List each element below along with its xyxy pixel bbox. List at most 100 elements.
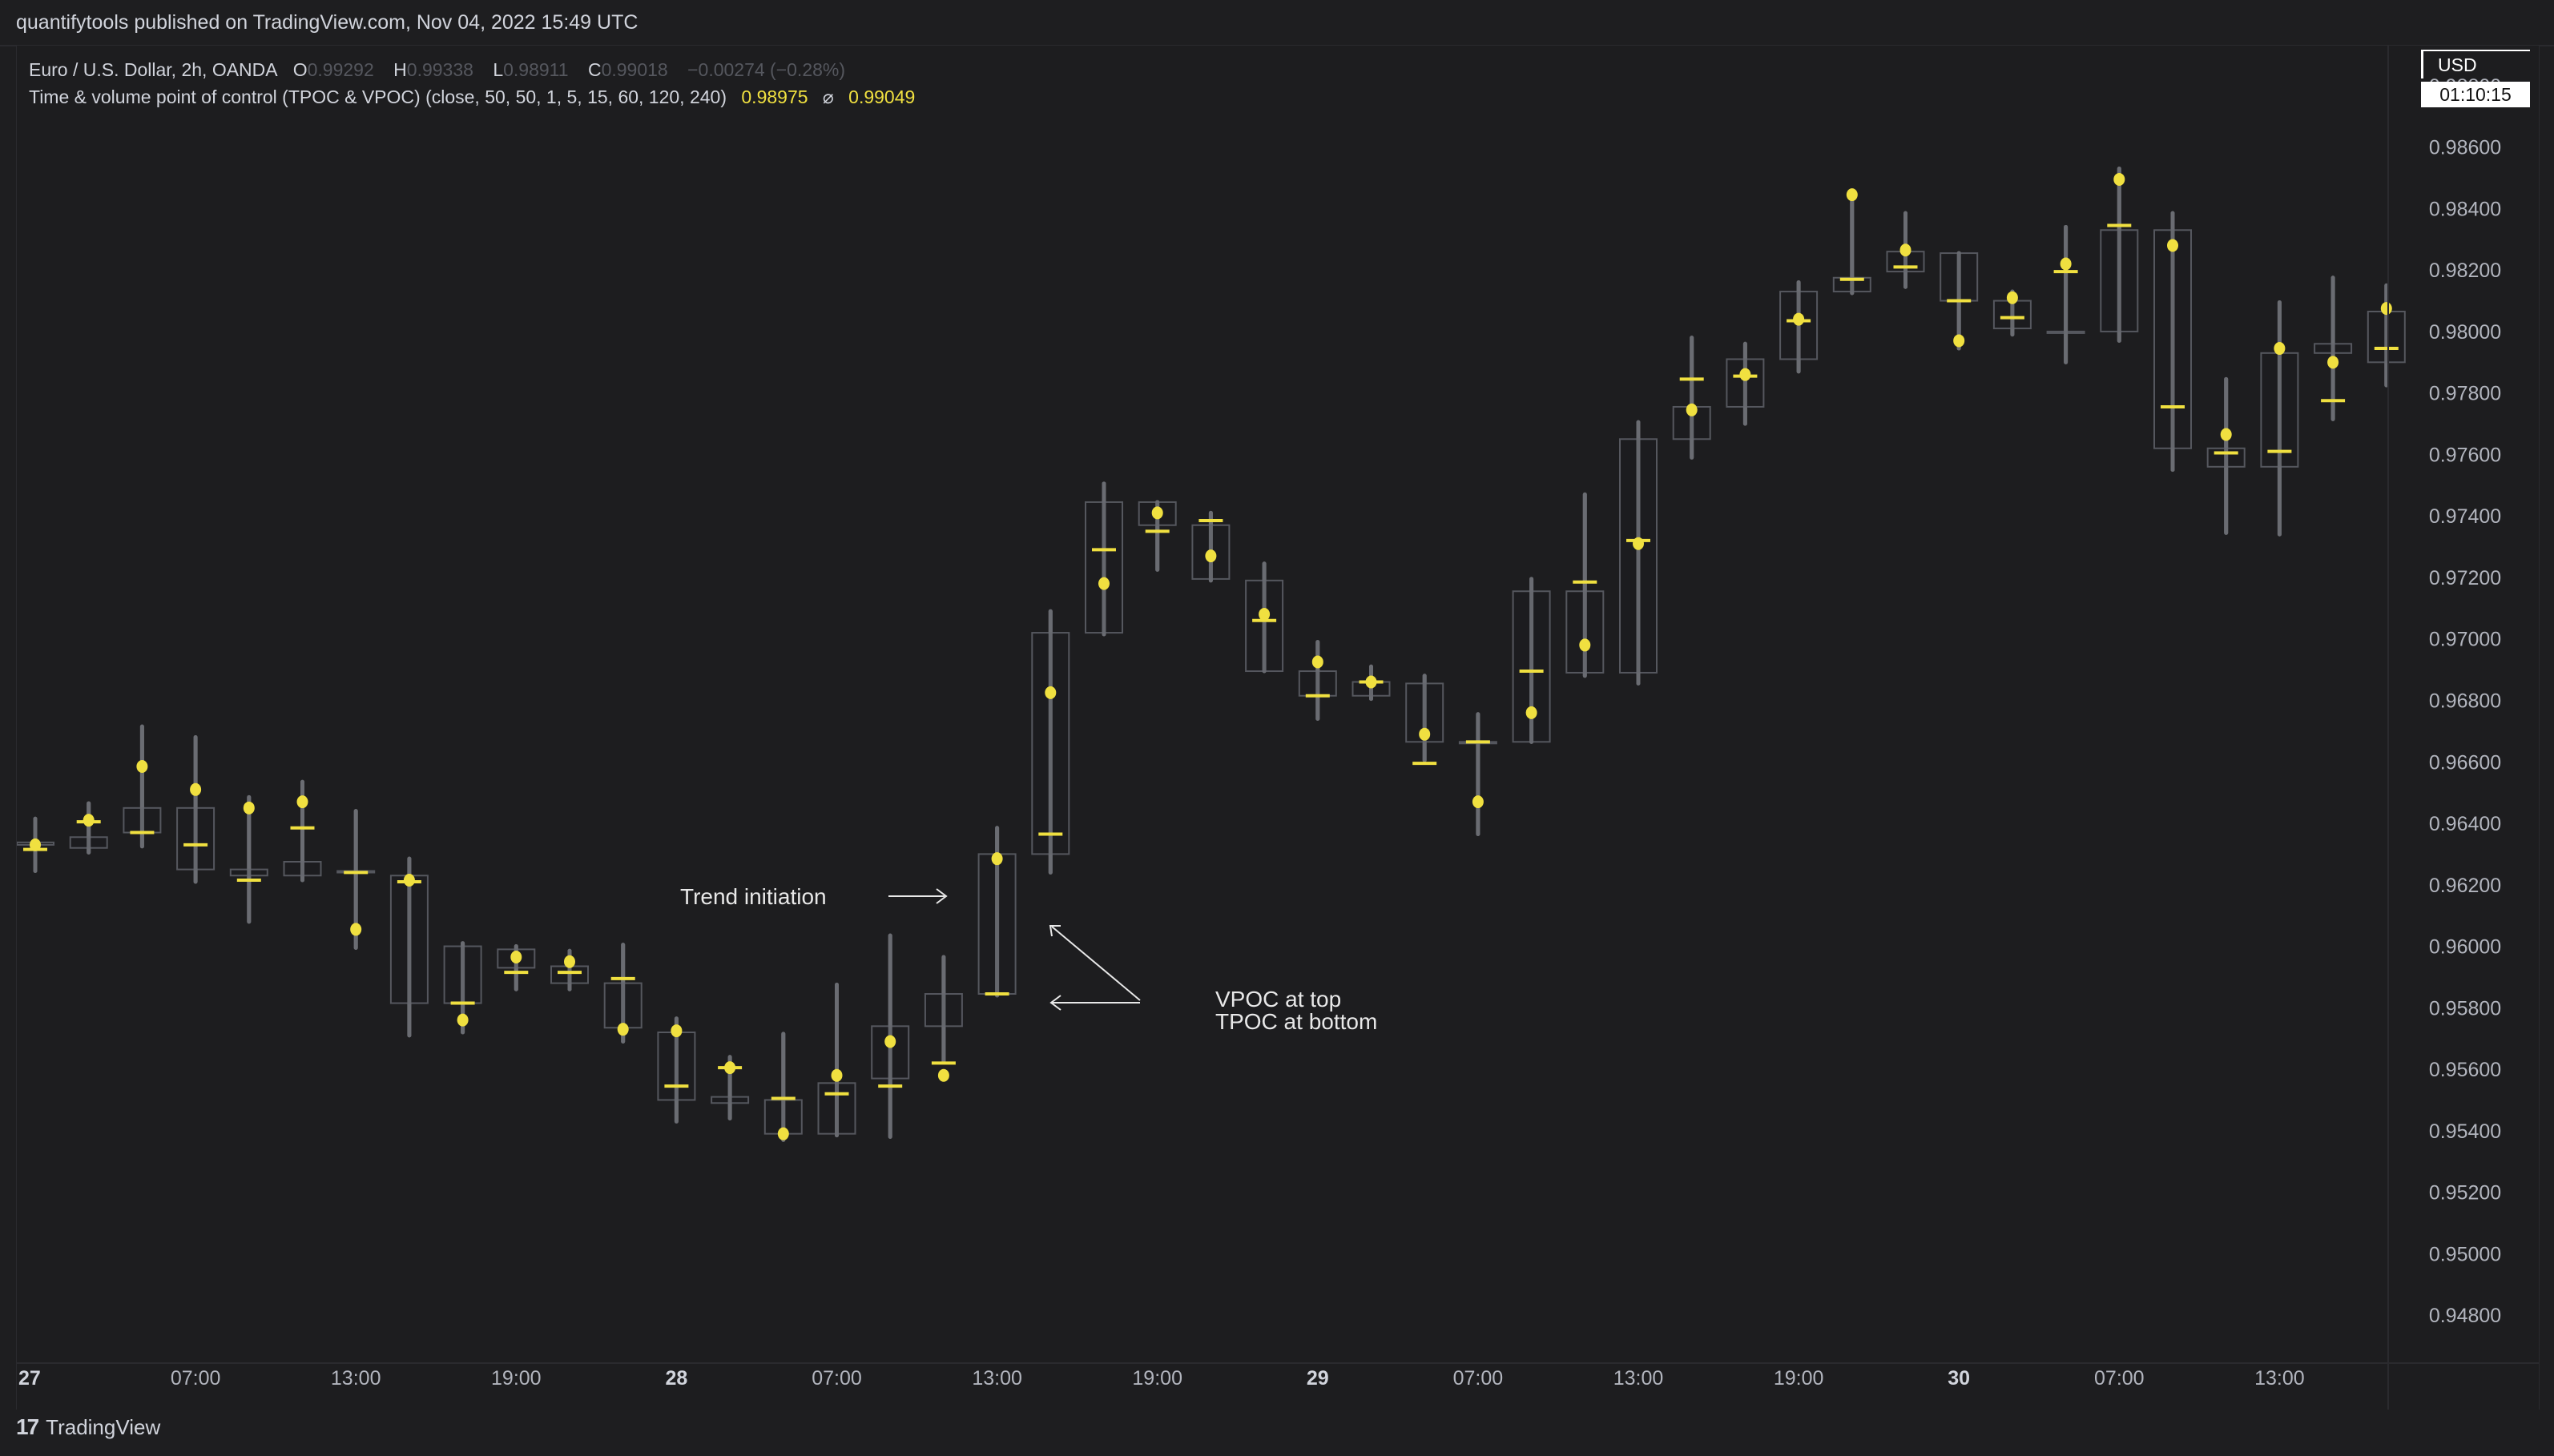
vpoc-marker [1419, 727, 1431, 741]
vpoc-marker [1098, 577, 1110, 590]
time-tick-label: 19:00 [1774, 1367, 1824, 1390]
close-label: C [587, 59, 602, 80]
indicator-name[interactable]: Time & volume point of control (TPOC & V… [29, 86, 727, 107]
vpoc-marker [724, 1061, 736, 1075]
time-tick-label: 29 [1307, 1367, 1329, 1390]
price-tick-label: 0.95600 [2429, 1059, 2501, 1081]
arrow-vpoc-head-icon [1049, 925, 1061, 937]
vpoc-marker [617, 1023, 629, 1036]
vpoc-marker [1259, 608, 1271, 621]
vpoc-marker [884, 1035, 896, 1048]
vpoc-marker [83, 814, 95, 827]
vpoc-marker [30, 838, 41, 851]
price-tick-label: 0.98000 [2429, 321, 2501, 344]
vpoc-marker [991, 852, 1003, 866]
time-tick-label: 30 [1948, 1367, 1970, 1390]
annotation-trend-initiation: Trend initiation [680, 884, 827, 909]
published-text: quantifytools published on TradingView.c… [16, 11, 638, 34]
arrow-vpoc-line [1051, 926, 1141, 1001]
close-value: 0.99018 [601, 59, 668, 80]
vpoc-marker [1686, 403, 1698, 416]
price-tick-label: 0.96800 [2429, 690, 2501, 713]
vpoc-marker [1953, 334, 1965, 348]
vpoc-marker [296, 795, 308, 809]
price-tick-label: 0.98400 [2429, 198, 2501, 220]
high-label: H [393, 59, 407, 80]
footer-bar [0, 1410, 2554, 1456]
bar-countdown: 01:10:15 [2421, 82, 2530, 107]
time-tick-label: 13:00 [2254, 1367, 2305, 1390]
indicator-value-2: 0.99049 [848, 86, 916, 107]
price-tick-label: 0.96000 [2429, 936, 2501, 959]
vpoc-marker [2167, 239, 2178, 252]
vpoc-marker [2006, 291, 2018, 304]
chart-area[interactable]: 0.988000.986000.984000.982000.980000.978… [16, 45, 2540, 1411]
low-label: L [493, 59, 504, 80]
vpoc-marker [1899, 243, 1911, 257]
vpoc-marker [1579, 638, 1591, 652]
vpoc-marker [350, 923, 362, 936]
vpoc-marker [937, 1068, 949, 1082]
price-tick-label: 0.95400 [2429, 1120, 2501, 1143]
vpoc-marker [1846, 188, 1858, 202]
vpoc-marker [2380, 302, 2392, 316]
vpoc-marker [136, 760, 148, 774]
price-tick-label: 0.97000 [2429, 629, 2501, 651]
currency-label[interactable]: USD [2421, 50, 2530, 78]
indicator-value-1: 0.98975 [741, 86, 808, 107]
vpoc-marker [2220, 428, 2232, 441]
time-tick-label: 07:00 [2094, 1367, 2145, 1390]
indicator-legend-row[interactable]: Time & volume point of control (TPOC & V… [29, 83, 915, 111]
time-tick-label: 19:00 [1132, 1367, 1182, 1390]
vpoc-marker [1472, 795, 1484, 809]
open-value: 0.99292 [307, 59, 374, 80]
time-tick-label: 19:00 [491, 1367, 542, 1390]
vpoc-marker [1205, 549, 1217, 563]
tradingview-brand[interactable]: 17 TradingView [16, 1414, 160, 1440]
price-tick-label: 0.98200 [2429, 259, 2501, 282]
open-label: O [292, 59, 308, 80]
time-axis: 27 07:00 13:00 19:00 28 07:00 13:00 19:00 29 07:0… [18, 1367, 2305, 1390]
time-tick-label: 13:00 [972, 1367, 1022, 1390]
symbol-legend-row: Euro / U.S. Dollar, 2h, OANDA O0.99292 H… [29, 56, 915, 83]
vpoc-marker [190, 782, 202, 796]
vpoc-marker [671, 1024, 683, 1038]
vpoc-marker [1525, 706, 1537, 719]
tradingview-logo-icon: 17 [16, 1414, 39, 1439]
vpoc-marker [777, 1127, 789, 1140]
price-tick-label: 0.96200 [2429, 875, 2501, 897]
vpoc-marker [1045, 686, 1057, 699]
price-tick-label: 0.95000 [2429, 1243, 2501, 1265]
chart-svg[interactable]: 0.988000.986000.984000.982000.980000.978… [17, 46, 2539, 1410]
vpoc-marker [1633, 537, 1644, 550]
price-tick-label: 0.95800 [2429, 997, 2501, 1020]
vpoc-marker [2274, 342, 2286, 356]
price-axis: 0.988000.986000.984000.982000.980000.978… [2429, 75, 2501, 1327]
vpoc-marker [243, 801, 255, 814]
time-tick-label: 07:00 [1453, 1367, 1504, 1390]
tradingview-brand-name: TradingView [46, 1414, 161, 1439]
time-tick-label: 13:00 [331, 1367, 381, 1390]
vpoc-marker [1365, 675, 1377, 689]
arrow-trend-head-icon [936, 888, 948, 904]
high-value: 0.99338 [406, 59, 473, 80]
price-tick-label: 0.96600 [2429, 751, 2501, 774]
time-tick-label: 27 [18, 1367, 41, 1390]
price-axis-currency[interactable]: USD 01:10:15 [2421, 50, 2530, 107]
time-tick-label: 28 [665, 1367, 687, 1390]
vpoc-marker [2060, 257, 2072, 271]
price-tick-label: 0.96400 [2429, 813, 2501, 835]
annotation-tpoc-at-bottom: TPOC at bottom [1215, 1009, 1377, 1034]
poc-markers-layer [23, 172, 2399, 1140]
price-tick-label: 0.97400 [2429, 505, 2501, 528]
vpoc-marker [1739, 368, 1751, 381]
time-tick-label: 07:00 [171, 1367, 221, 1390]
annotation-vpoc-at-top: VPOC at top [1215, 987, 1341, 1012]
symbol-name: Euro / U.S. Dollar, 2h, OANDA [29, 59, 277, 80]
vpoc-marker [457, 1013, 469, 1027]
time-tick-label: 07:00 [812, 1367, 862, 1390]
vpoc-marker [403, 874, 415, 887]
candles-layer [17, 167, 2406, 1142]
vpoc-marker [831, 1068, 843, 1082]
